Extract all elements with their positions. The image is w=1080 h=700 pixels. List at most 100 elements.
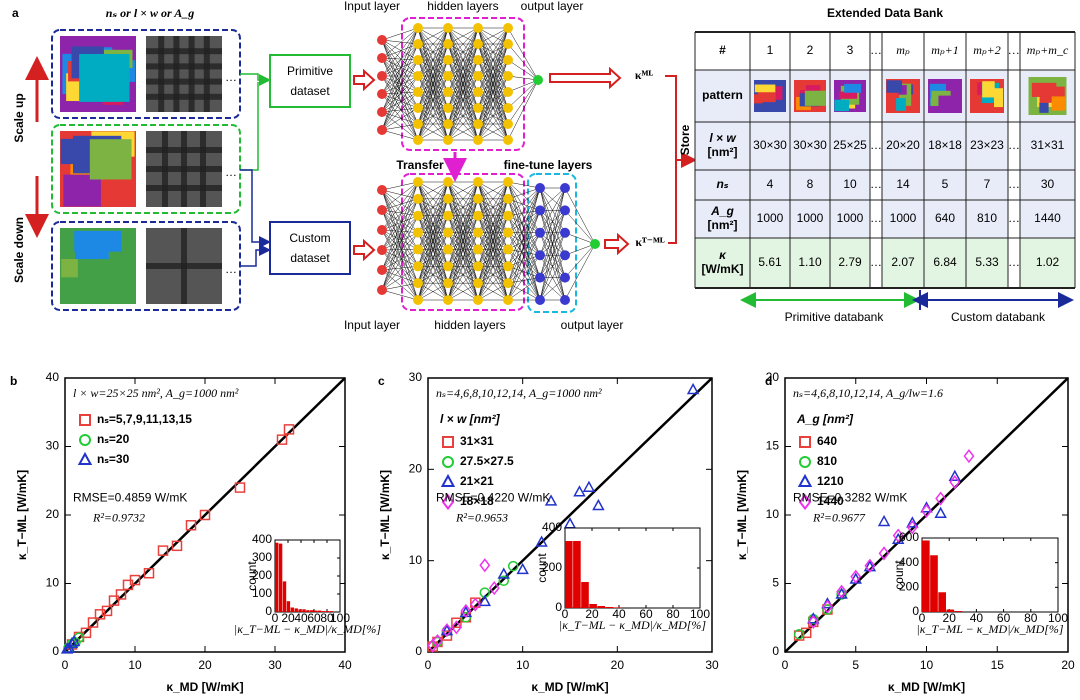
legend-swatch: [77, 451, 93, 465]
neuron: [413, 295, 423, 305]
connection: [381, 57, 419, 125]
connection: [447, 249, 479, 301]
connection: [507, 79, 539, 109]
table-row-label: pattern: [702, 88, 743, 102]
y-tick-label: 10: [46, 576, 60, 590]
histogram-bar: [573, 541, 581, 608]
neuron: [473, 39, 483, 49]
neuron: [560, 295, 570, 305]
table-cell: 810: [977, 211, 997, 225]
table-row-label: A_g: [710, 204, 734, 218]
connection: [381, 75, 419, 131]
gray-band: [146, 93, 222, 100]
primitive-dataset-box: [269, 54, 351, 108]
connection: [417, 27, 449, 93]
y-tick-label: 400: [252, 532, 272, 546]
point: [592, 498, 605, 511]
neuron: [503, 135, 513, 145]
connection: [417, 181, 449, 267]
table-cell: …: [870, 138, 882, 152]
connection: [381, 75, 419, 95]
neuron: [377, 265, 387, 275]
neuron: [560, 272, 570, 283]
transfer-label: Transfer: [396, 158, 444, 172]
x-tick-label: 100: [330, 611, 350, 625]
point: [498, 575, 509, 587]
connection: [381, 59, 419, 131]
connection: [507, 277, 541, 301]
table-cell: 20×20: [886, 138, 920, 152]
neuron: [503, 119, 513, 129]
connection: [507, 210, 541, 216]
point: [441, 630, 453, 641]
connection: [381, 209, 419, 216]
table-cell: 6.84: [933, 255, 957, 269]
connection: [417, 123, 449, 141]
connection: [381, 57, 419, 61]
histogram-bar: [589, 604, 597, 608]
connection: [381, 215, 419, 271]
histogram-bar: [275, 542, 279, 612]
table-cell: 30×30: [793, 138, 827, 152]
legend-swatch: [799, 436, 811, 448]
legend-label: 18×18: [460, 494, 494, 508]
neuron: [413, 39, 423, 49]
neuron: [535, 272, 545, 283]
hollow-arrow: [604, 232, 630, 256]
neuron: [413, 87, 423, 97]
connection: [507, 187, 541, 250]
pattern-grain: [898, 85, 907, 95]
kappa-ml: κᴹᴸ: [635, 68, 654, 82]
table-cell: 10: [843, 177, 857, 191]
histogram-bar: [314, 610, 318, 612]
point: [800, 627, 812, 639]
hollow-arrow: [549, 66, 622, 90]
x-tick-label: 20: [611, 658, 625, 672]
connection: [477, 232, 509, 301]
table-gap: [870, 32, 882, 288]
table-header: mₚ+2: [973, 43, 1001, 57]
connection: [381, 57, 419, 141]
point: [115, 589, 127, 600]
connection: [381, 59, 419, 77]
legend-label: 1440: [817, 494, 844, 508]
point: [171, 540, 183, 552]
connection: [381, 43, 419, 131]
connection: [564, 210, 596, 245]
connection: [381, 181, 419, 271]
legend-label: nₛ=30: [97, 452, 130, 466]
histogram-bar: [329, 611, 333, 612]
point: [892, 528, 904, 543]
connection: [381, 107, 419, 113]
legend-label: 640: [817, 434, 837, 448]
connection: [477, 59, 509, 141]
connection: [539, 187, 566, 301]
connection: [381, 93, 419, 141]
neuron: [535, 295, 545, 305]
point: [129, 574, 141, 586]
legend-swatch: [441, 493, 455, 511]
x-tick-label: 100: [690, 607, 710, 621]
y-axis-label: κ_T−ML [W/mK]: [378, 470, 392, 560]
connection: [381, 215, 419, 291]
connection: [381, 27, 419, 113]
connection: [381, 43, 419, 59]
y-tick-label: 30: [409, 370, 423, 384]
connection: [381, 39, 419, 141]
primitive-databank-label: Primitive databank: [785, 310, 885, 324]
point: [807, 614, 819, 629]
annotation: RMSE=0.4859 W/mK: [73, 491, 187, 505]
connection: [477, 181, 509, 216]
connection: [381, 181, 419, 251]
table-cell: 1000: [837, 211, 864, 225]
connection: [507, 187, 541, 284]
x-tick-label: 60: [997, 611, 1011, 625]
table-cell: 4: [767, 177, 774, 191]
neuron: [503, 39, 513, 49]
legend-title: A_g [nm²]: [796, 412, 854, 426]
y-tick-label: 0: [912, 604, 919, 618]
connection: [417, 107, 449, 141]
histogram-bar: [282, 581, 287, 612]
point: [440, 624, 454, 636]
table-cell: 31×31: [1031, 138, 1065, 152]
